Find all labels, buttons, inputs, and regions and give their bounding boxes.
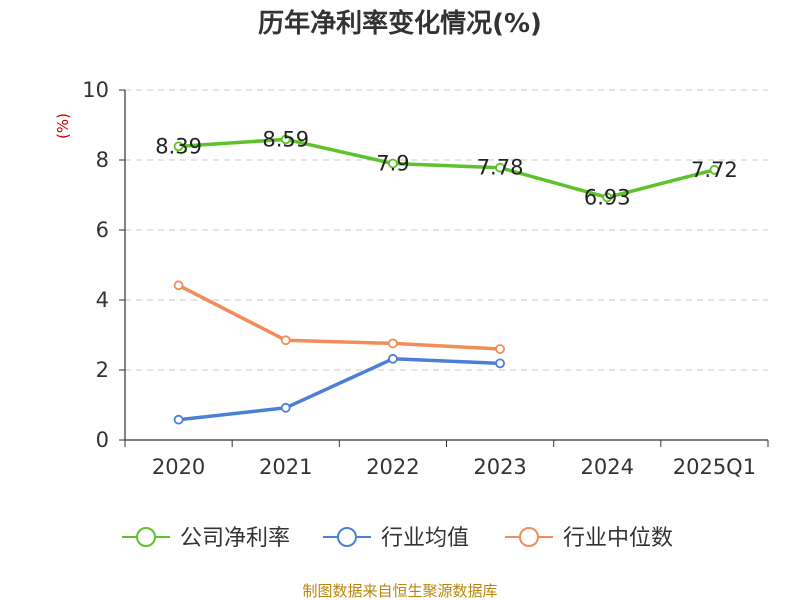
data-point [388, 353, 398, 364]
y-tick-label: 2 [96, 358, 109, 382]
data-label: 7.72 [691, 158, 738, 182]
series-line [178, 137, 715, 200]
data-point [173, 141, 184, 152]
legend: 公司净利率 行业均值 行业中位数 [122, 526, 673, 551]
data-point [709, 164, 720, 175]
x-tick-label: 2023 [473, 455, 526, 479]
source-note: 制图数据来自恒生聚源数据库 [302, 582, 497, 600]
data-point [280, 134, 291, 145]
data-label: 7.9 [376, 152, 409, 176]
legend-marker [519, 527, 539, 547]
axes: 0 2 4 6 8 10 2020 2021 2022 2023 2024 2025Q1 [82, 78, 769, 479]
grid-lines [125, 89, 768, 371]
data-point [388, 338, 398, 349]
data-point [173, 280, 184, 291]
data-point [495, 358, 505, 369]
data-point [280, 335, 291, 346]
data-point [495, 344, 505, 354]
x-tick-label: 2020 [152, 455, 205, 479]
y-tick-label: 6 [96, 218, 109, 242]
x-tick-label: 2024 [581, 455, 634, 479]
y-tick-label: 0 [96, 428, 109, 452]
series [173, 134, 720, 425]
x-tick-label: 2025Q1 [673, 455, 756, 479]
series-line [177, 283, 501, 351]
x-tick-label: 2021 [259, 455, 312, 479]
data-point [495, 162, 505, 173]
data-point [173, 414, 184, 425]
data-label: 6.93 [584, 185, 631, 209]
y-tick-label: 8 [96, 148, 109, 172]
data-point [602, 192, 613, 203]
series-line [178, 357, 501, 422]
legend-marker [136, 527, 156, 547]
chart-title: 历年净利率变化情况(%) [258, 8, 542, 39]
y-tick-label: 10 [82, 78, 109, 102]
data-point [280, 402, 291, 413]
y-axis-unit: (%) [54, 113, 72, 139]
y-tick-label: 4 [96, 288, 109, 312]
data-label: 8.59 [262, 127, 309, 151]
x-tick-label: 2022 [366, 455, 419, 479]
legend-marker [337, 527, 357, 547]
legend-label: 公司净利率 [180, 526, 290, 551]
legend-label: 行业均值 [381, 526, 469, 551]
legend-label: 行业中位数 [563, 526, 673, 551]
data-label: 8.39 [155, 134, 202, 158]
data-labels: 8.39 8.59 7.9 7.78 6.93 7.72 [155, 127, 738, 209]
data-label: 7.78 [477, 156, 524, 180]
data-point [388, 158, 398, 169]
